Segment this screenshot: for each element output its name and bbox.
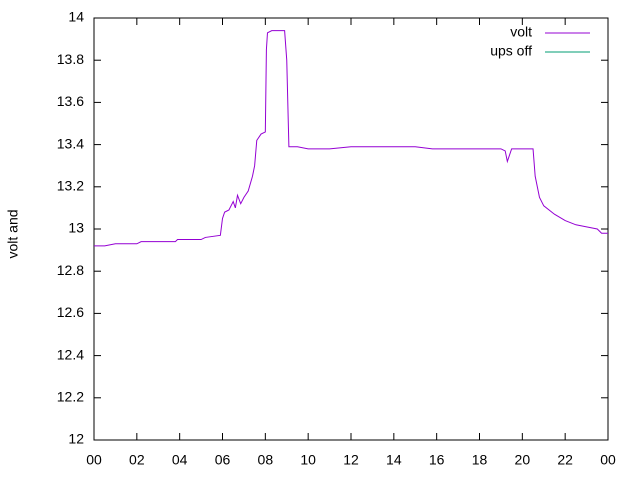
y-tick-label: 13.2 (57, 178, 84, 194)
y-tick-label: 13.4 (57, 135, 84, 151)
x-tick-label: 00 (86, 452, 102, 468)
x-tick-label: 16 (429, 452, 445, 468)
data-line (94, 30, 608, 247)
y-tick-label: 13.6 (57, 93, 84, 109)
y-tick-label: 14 (68, 9, 84, 25)
x-tick-label: 08 (258, 452, 274, 468)
y-tick-label: 12.4 (57, 346, 84, 362)
x-tick-label: 06 (215, 452, 231, 468)
y-tick-label: 12 (68, 431, 84, 447)
legend-label: volt (510, 24, 532, 40)
x-tick-label: 18 (472, 452, 488, 468)
y-axis-label: volt and (5, 209, 21, 258)
y-tick-label: 12.2 (57, 389, 84, 405)
x-tick-label: 10 (300, 452, 316, 468)
y-tick-label: 12.6 (57, 304, 84, 320)
x-tick-label: 12 (343, 452, 359, 468)
x-tick-label: 00 (600, 452, 616, 468)
x-tick-label: 20 (515, 452, 531, 468)
legend-label: ups off (490, 43, 532, 59)
x-tick-label: 22 (557, 452, 573, 468)
plot-border (93, 17, 609, 441)
y-tick-label: 13 (68, 220, 84, 236)
x-tick-label: 14 (386, 452, 402, 468)
x-tick-label: 04 (172, 452, 188, 468)
y-tick-label: 13.8 (57, 51, 84, 67)
y-tick-label: 12.8 (57, 262, 84, 278)
x-tick-label: 02 (129, 452, 145, 468)
